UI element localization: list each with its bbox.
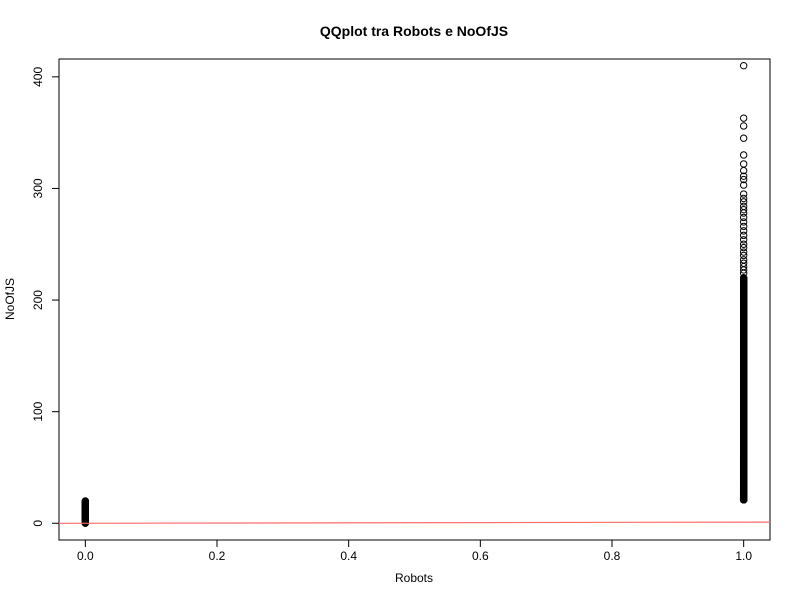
x-tick-label: 0.4 bbox=[340, 549, 357, 563]
data-point bbox=[739, 166, 748, 175]
data-point bbox=[739, 175, 748, 184]
data-point bbox=[739, 213, 748, 222]
y-tick-label: 200 bbox=[31, 290, 45, 310]
y-axis: 0 100 200 300 400 bbox=[31, 67, 60, 527]
data-point bbox=[739, 227, 748, 235]
y-axis-label: NoOfJS bbox=[3, 278, 17, 320]
chart-title: QQplot tra Robots e NoOfJS bbox=[320, 23, 508, 39]
x-axis: 0.0 0.2 0.4 0.6 0.8 1.0 bbox=[77, 539, 752, 563]
data-point bbox=[739, 222, 748, 231]
data-point bbox=[739, 194, 748, 203]
data-point bbox=[739, 251, 748, 260]
x-axis-label: Robots bbox=[395, 571, 433, 585]
data-point bbox=[739, 236, 748, 244]
reference-line-layer bbox=[58, 521, 771, 524]
data-point bbox=[739, 243, 748, 252]
points-layer bbox=[81, 61, 748, 527]
data-point bbox=[739, 134, 748, 142]
y-tick-label: 400 bbox=[31, 67, 45, 87]
y-tick-label: 300 bbox=[31, 178, 45, 198]
data-point bbox=[81, 497, 90, 505]
data-point bbox=[739, 198, 748, 206]
data-point bbox=[739, 274, 748, 282]
reference-line bbox=[58, 521, 771, 524]
x-tick-label: 0.2 bbox=[209, 549, 226, 563]
data-point bbox=[739, 172, 748, 180]
data-point bbox=[739, 269, 748, 277]
data-point bbox=[739, 151, 748, 159]
data-point bbox=[739, 181, 748, 189]
data-point bbox=[739, 231, 748, 240]
data-point bbox=[739, 122, 748, 130]
data-point bbox=[739, 248, 748, 256]
data-point bbox=[739, 266, 748, 274]
data-point bbox=[739, 218, 748, 226]
data-point bbox=[739, 240, 748, 248]
y-tick-label: 100 bbox=[31, 401, 45, 421]
data-point bbox=[739, 209, 748, 217]
data-point bbox=[739, 205, 748, 214]
x-tick-label: 0.0 bbox=[77, 549, 94, 563]
data-point bbox=[739, 61, 748, 70]
x-tick-label: 0.6 bbox=[472, 549, 489, 563]
data-point bbox=[739, 190, 748, 198]
x-tick-label: 1.0 bbox=[735, 549, 752, 563]
x-tick-label: 0.8 bbox=[604, 549, 621, 563]
plot-frame bbox=[58, 58, 771, 541]
data-point bbox=[739, 114, 748, 122]
y-tick-label: 0 bbox=[31, 520, 45, 527]
data-point bbox=[739, 160, 748, 168]
